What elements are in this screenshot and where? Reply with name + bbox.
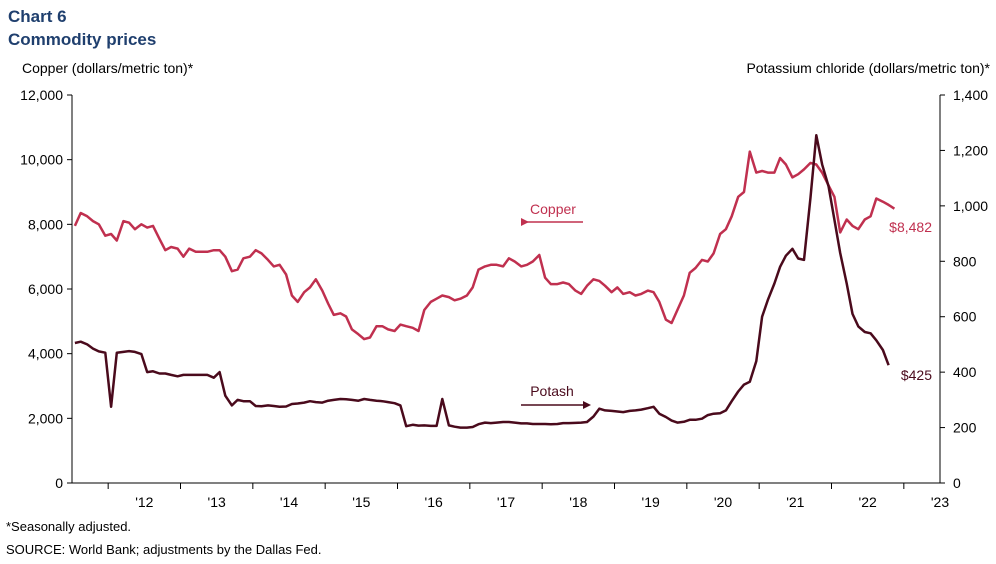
potash-line (74, 133, 890, 429)
right-axis-title: Potassium chloride (dollars/metric ton)* (746, 60, 990, 76)
left-tick-label: 8,000 (28, 216, 63, 232)
chart-labels: Copper Potash $8,482 $425 (521, 201, 932, 409)
x-tick-label: '17 (497, 494, 515, 510)
left-tick-label: 6,000 (28, 281, 63, 297)
x-tick-label: '13 (208, 494, 226, 510)
source-note: SOURCE: World Bank; adjustments by the D… (6, 542, 322, 557)
x-tick-label: '16 (425, 494, 443, 510)
copper-series-label: Copper (530, 201, 576, 217)
potash-end-label: $425 (901, 367, 932, 383)
x-tick-label: '20 (714, 494, 732, 510)
right-tick-label: 400 (953, 364, 977, 380)
right-tick-label: 1,000 (953, 198, 988, 214)
left-tick-label: 10,000 (20, 152, 63, 168)
left-tick-label: 4,000 (28, 346, 63, 362)
x-tick-label: '15 (352, 494, 370, 510)
x-tick-label: '21 (786, 494, 804, 510)
chart-series (73, 133, 896, 429)
x-tick-label: '22 (859, 494, 877, 510)
chart-title: Commodity prices (8, 30, 157, 49)
right-tick-label: 0 (953, 475, 961, 491)
potash-series-label: Potash (530, 383, 574, 399)
right-tick-label: 600 (953, 309, 977, 325)
right-tick-label: 200 (953, 420, 977, 436)
x-tick-label: '23 (931, 494, 949, 510)
left-tick-label: 12,000 (20, 87, 63, 103)
right-tick-label: 1,200 (953, 142, 988, 158)
left-tick-label: 2,000 (28, 410, 63, 426)
left-tick-label: 0 (55, 475, 63, 491)
chart-label: Chart 6 (8, 7, 67, 26)
footnote: *Seasonally adjusted. (6, 519, 132, 534)
right-tick-label: 800 (953, 253, 977, 269)
x-tick-label: '12 (135, 494, 153, 510)
title-block: Chart 6 Commodity prices (8, 5, 156, 51)
left-axis-title: Copper (dollars/metric ton)* (22, 60, 194, 76)
x-tick-label: '14 (280, 494, 298, 510)
chart-axes: 0 2,000 4,000 6,000 8,000 10,000 12,000 0 200 400… (20, 87, 988, 510)
copper-line (73, 150, 896, 341)
x-tick-label: '18 (569, 494, 587, 510)
x-tick-label: '19 (642, 494, 660, 510)
right-tick-label: 1,400 (953, 87, 988, 103)
copper-end-label: $8,482 (889, 219, 932, 235)
